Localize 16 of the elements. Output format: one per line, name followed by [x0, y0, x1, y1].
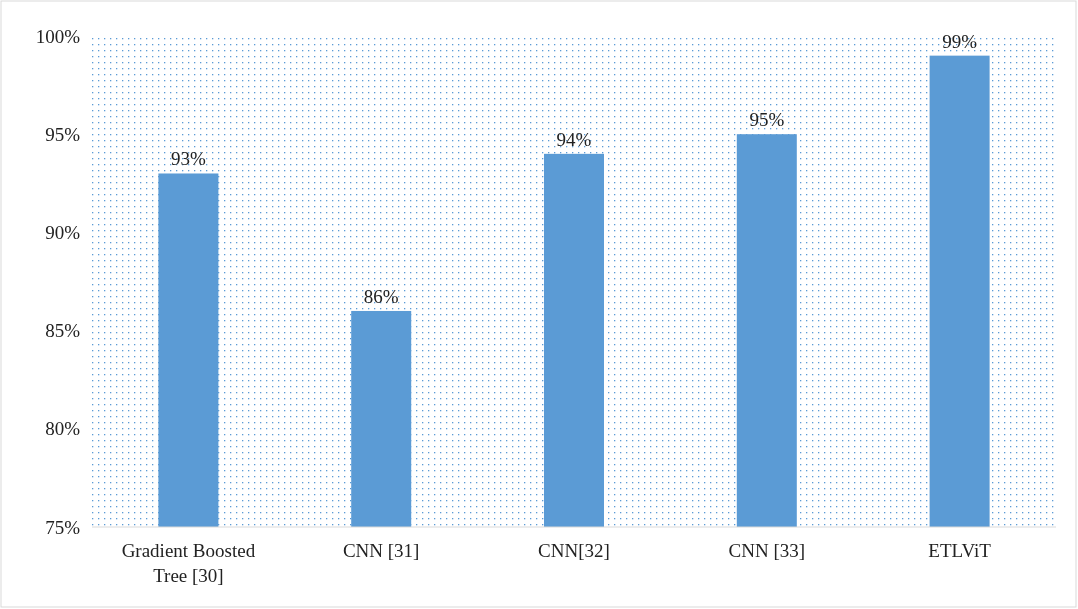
y-tick-label: 75%	[45, 516, 81, 538]
y-tick-label: 90%	[45, 222, 81, 244]
y-tick-label: 80%	[45, 418, 81, 440]
x-tick-label: ETLViT	[928, 540, 992, 561]
x-tick-label: Gradient Boosted Tree [30]	[121, 540, 256, 586]
data-label: 86%	[363, 285, 399, 307]
data-label: 95%	[749, 109, 785, 131]
y-tick-label: 100%	[35, 25, 81, 47]
data-label: 99%	[942, 30, 978, 52]
y-tick-label: 95%	[45, 123, 81, 145]
x-tick-label: CNN [33]	[728, 540, 806, 561]
data-label: 94%	[556, 128, 592, 150]
x-tick-label: CNN[32]	[538, 540, 610, 561]
data-label: 93%	[170, 148, 206, 170]
x-tick-label: CNN [31]	[342, 540, 420, 561]
y-tick-label: 85%	[45, 320, 81, 342]
